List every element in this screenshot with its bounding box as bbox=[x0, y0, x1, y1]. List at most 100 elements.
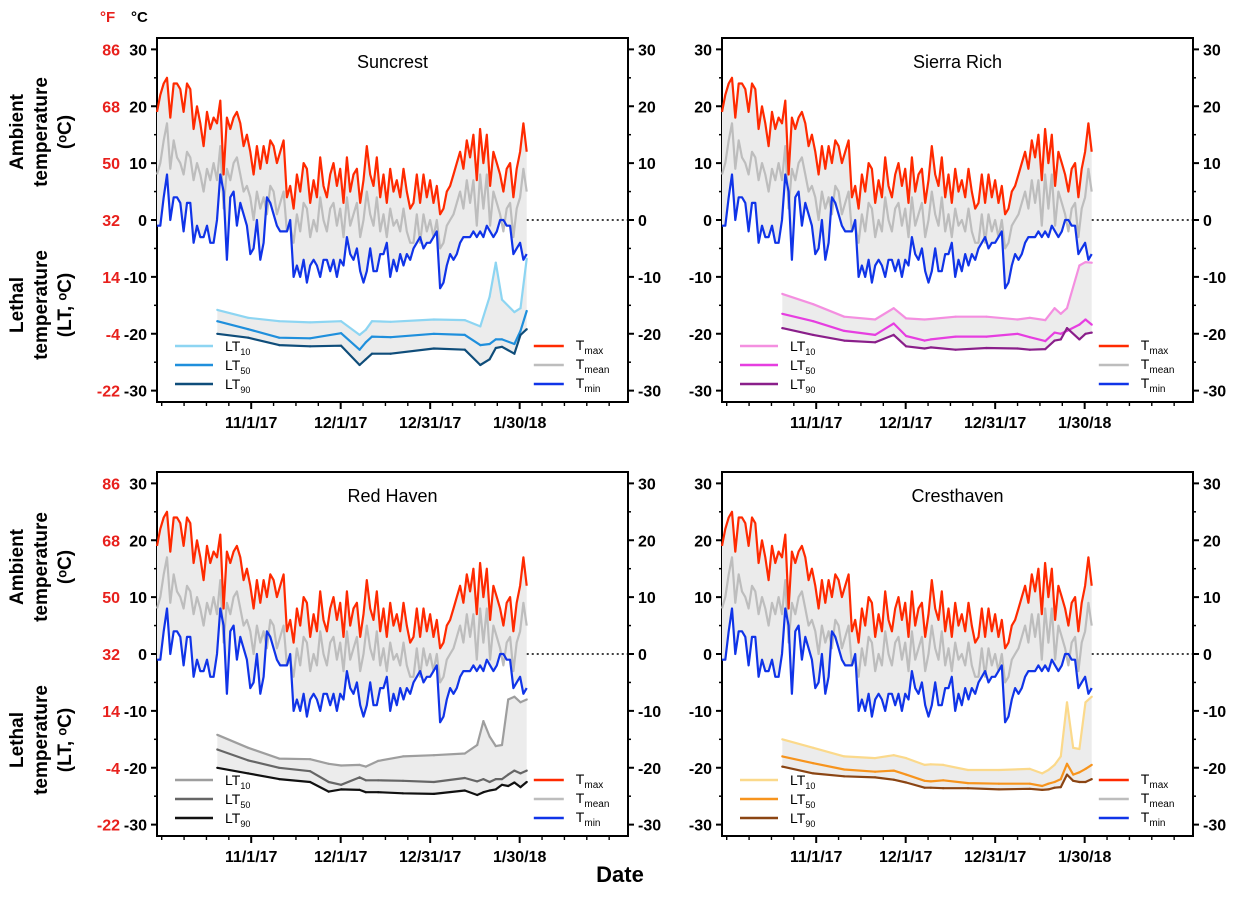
data-point-lt90 bbox=[1084, 332, 1087, 335]
y-tick-label-right: 0 bbox=[1203, 213, 1212, 230]
data-point-lt50 bbox=[278, 766, 281, 769]
data-point-lt90 bbox=[364, 791, 367, 794]
x-tick-label: 12/31/17 bbox=[399, 849, 461, 866]
y-tick-label-right: -10 bbox=[638, 704, 661, 721]
y-tick-label-left: -10 bbox=[689, 270, 712, 287]
data-point-lt10 bbox=[954, 315, 957, 318]
panel-title: Cresthaven bbox=[911, 486, 1003, 506]
y-tick-label-right: 30 bbox=[638, 476, 656, 493]
data-point-lt10 bbox=[340, 764, 343, 767]
data-point-lt90 bbox=[923, 786, 926, 789]
data-point-lt50 bbox=[340, 783, 343, 786]
data-point-lt90 bbox=[247, 336, 250, 339]
tmean-line bbox=[155, 122, 528, 250]
lethal-range-band bbox=[782, 696, 1092, 790]
data-point-lt50 bbox=[1047, 782, 1050, 785]
data-point-lt10 bbox=[1078, 264, 1081, 267]
data-point-lt10 bbox=[843, 315, 846, 318]
data-point-lt50 bbox=[923, 339, 926, 342]
y-tick-label-right: 20 bbox=[1203, 533, 1221, 550]
data-point-lt90 bbox=[216, 332, 219, 335]
data-point-lt50 bbox=[942, 779, 945, 782]
fahrenheit-tick-label: 14 bbox=[102, 270, 120, 287]
y-tick-label-left: -20 bbox=[689, 327, 712, 344]
y-tick-label-left: 20 bbox=[694, 99, 712, 116]
x-tick-label: 12/1/17 bbox=[879, 849, 932, 866]
panel-title: Red Haven bbox=[347, 486, 437, 506]
legend-label-tmax: Tmax bbox=[1141, 337, 1168, 357]
chart-panel-3: Red Haven 30 30 20 20 10 10 0 0 -10 -10 -20 -20 -30 -3… bbox=[97, 471, 661, 866]
fahrenheit-tick-label: 32 bbox=[102, 647, 120, 664]
data-point-lt10 bbox=[364, 765, 367, 768]
svg-text:Ambient: Ambient bbox=[7, 93, 28, 170]
legend-label-lt10: LT10 bbox=[790, 772, 815, 791]
data-point-lt90 bbox=[1078, 780, 1081, 784]
fahrenheit-tick-label: -22 bbox=[97, 384, 120, 401]
data-point-lt10 bbox=[1044, 319, 1047, 322]
y-tick-label-right: -10 bbox=[1203, 270, 1226, 287]
data-point-lt10 bbox=[1065, 701, 1069, 704]
legend-label-tmin: Tmin bbox=[576, 375, 601, 395]
data-point-lt10 bbox=[942, 763, 945, 767]
data-point-lt10 bbox=[1059, 312, 1062, 315]
tmax-line bbox=[155, 510, 528, 650]
data-point-lt10 bbox=[1059, 755, 1062, 758]
data-point-lt50 bbox=[1084, 318, 1087, 321]
data-point-lt90 bbox=[476, 793, 479, 797]
y-tick-label-left: 20 bbox=[129, 533, 147, 550]
data-point-lt90 bbox=[500, 345, 504, 348]
data-point-lt10 bbox=[500, 298, 504, 301]
y-tick-label-left: 10 bbox=[694, 156, 712, 173]
y-tick-label-left: 30 bbox=[129, 476, 147, 493]
y-tick-label-left: 30 bbox=[129, 42, 147, 59]
data-point-lt10 bbox=[432, 318, 435, 321]
data-point-lt50 bbox=[525, 769, 528, 772]
data-point-lt50 bbox=[519, 772, 522, 775]
data-point-lt10 bbox=[389, 320, 392, 323]
data-point-lt10 bbox=[1090, 261, 1093, 264]
data-point-lt90 bbox=[358, 363, 361, 367]
data-point-lt90 bbox=[874, 341, 877, 344]
data-point-lt50 bbox=[923, 779, 926, 782]
data-point-lt90 bbox=[1065, 327, 1069, 330]
data-point-lt50 bbox=[463, 776, 466, 780]
data-point-lt90 bbox=[892, 778, 895, 781]
data-point-lt90 bbox=[401, 792, 405, 795]
data-point-lt50 bbox=[463, 333, 466, 336]
data-point-lt50 bbox=[401, 779, 405, 782]
data-point-lt90 bbox=[781, 327, 784, 330]
y-tick-label-right: 20 bbox=[638, 533, 656, 550]
fahrenheit-tick-label: -4 bbox=[106, 761, 120, 778]
data-point-lt90 bbox=[781, 765, 784, 768]
y-tick-label-left: 30 bbox=[694, 476, 712, 493]
y-tick-label-left: 0 bbox=[138, 647, 147, 664]
data-point-lt90 bbox=[463, 789, 466, 792]
data-point-lt50 bbox=[892, 769, 895, 772]
data-point-lt50 bbox=[479, 344, 482, 347]
y-tick-label-left: 30 bbox=[694, 42, 712, 59]
y-tick-label-left: -10 bbox=[124, 270, 147, 287]
data-point-lt50 bbox=[432, 332, 435, 335]
legend-label-lt90: LT90 bbox=[225, 810, 250, 829]
x-tick-label: 11/1/17 bbox=[225, 849, 278, 866]
y-tick-label-left: 10 bbox=[694, 590, 712, 607]
data-point-lt50 bbox=[1090, 763, 1093, 767]
data-point-lt90 bbox=[997, 788, 1001, 791]
data-point-lt90 bbox=[507, 784, 510, 788]
data-point-lt50 bbox=[905, 773, 908, 776]
data-point-lt10 bbox=[463, 752, 466, 755]
data-point-lt90 bbox=[1016, 347, 1019, 350]
data-point-lt90 bbox=[905, 781, 908, 784]
legend-label-tmax: Tmax bbox=[1141, 771, 1168, 791]
legend-label-tmin: Tmin bbox=[1141, 809, 1166, 829]
y-tick-label-right: 0 bbox=[638, 647, 647, 664]
data-point-lt90 bbox=[1047, 788, 1050, 791]
data-point-lt90 bbox=[905, 345, 908, 348]
data-point-lt10 bbox=[278, 757, 281, 760]
data-point-lt90 bbox=[370, 352, 374, 355]
data-point-lt10 bbox=[309, 758, 312, 761]
data-point-lt10 bbox=[247, 316, 250, 319]
data-point-lt10 bbox=[216, 733, 219, 736]
ylabel-ambient-row2: Ambient temperature (ᵒC) bbox=[7, 512, 76, 622]
chart-panel-1: Suncrest 30 30 20 20 10 10 0 0 -10 -10 -20 -20 -30 -30… bbox=[97, 37, 661, 432]
